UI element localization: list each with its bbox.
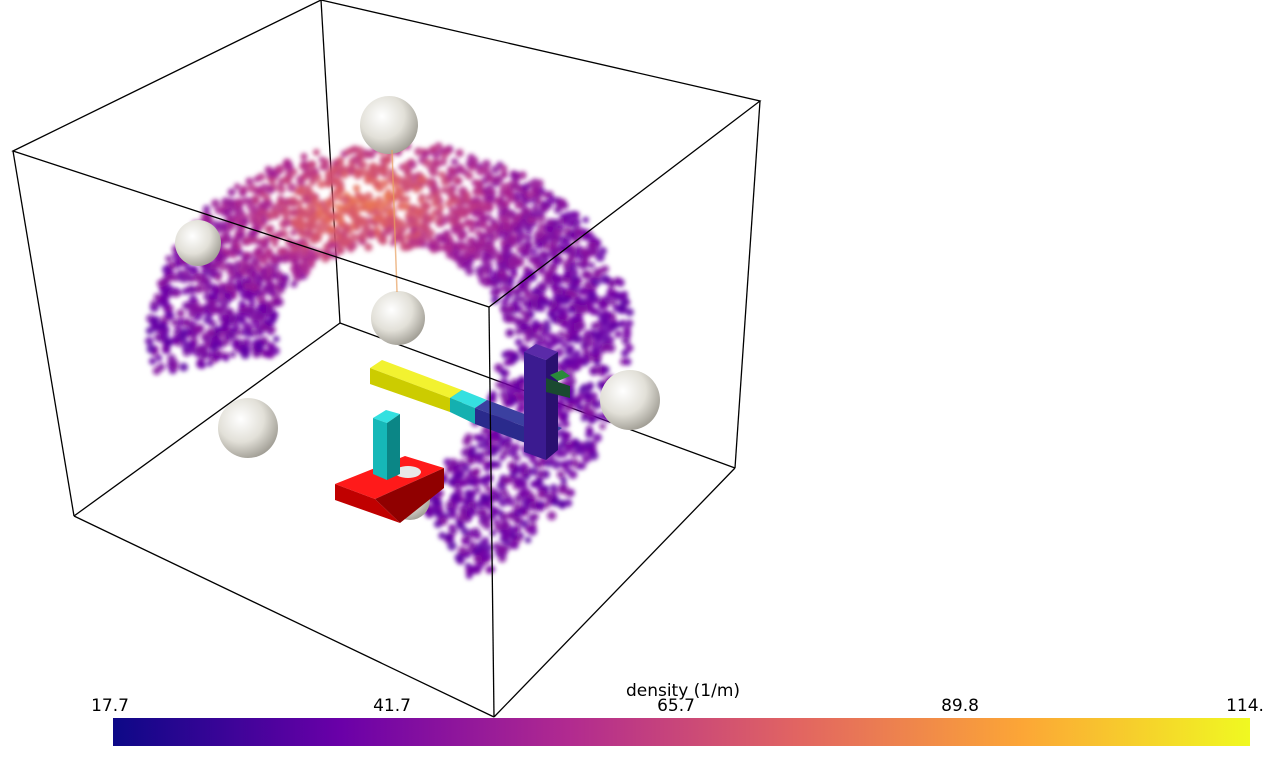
bounding-box-front (11, 0, 762, 718)
colorbar-title: density (1/m) (625, 681, 741, 701)
robot-arm (335, 344, 570, 523)
particle-point-cloud (145, 138, 634, 580)
sphere-left (175, 220, 221, 266)
colorbar (113, 718, 1250, 746)
sphere-right (600, 370, 660, 430)
sphere-markers (175, 96, 660, 520)
base-hole (395, 466, 421, 478)
base-side (375, 468, 444, 523)
sphere-top (360, 96, 418, 154)
colorbar-tick-4: 89.8 (941, 696, 979, 716)
base-front (335, 484, 400, 523)
center-axis-line (391, 149, 398, 293)
colorbar-tick-max: 114. (1226, 696, 1264, 716)
colorbar-tick-min: 17.7 (91, 696, 129, 716)
sphere-front-left (218, 398, 278, 458)
colorbar-tick-3: 65.7 (657, 696, 695, 716)
colorbar-tick-2: 41.7 (373, 696, 411, 716)
sphere-center (371, 291, 425, 345)
